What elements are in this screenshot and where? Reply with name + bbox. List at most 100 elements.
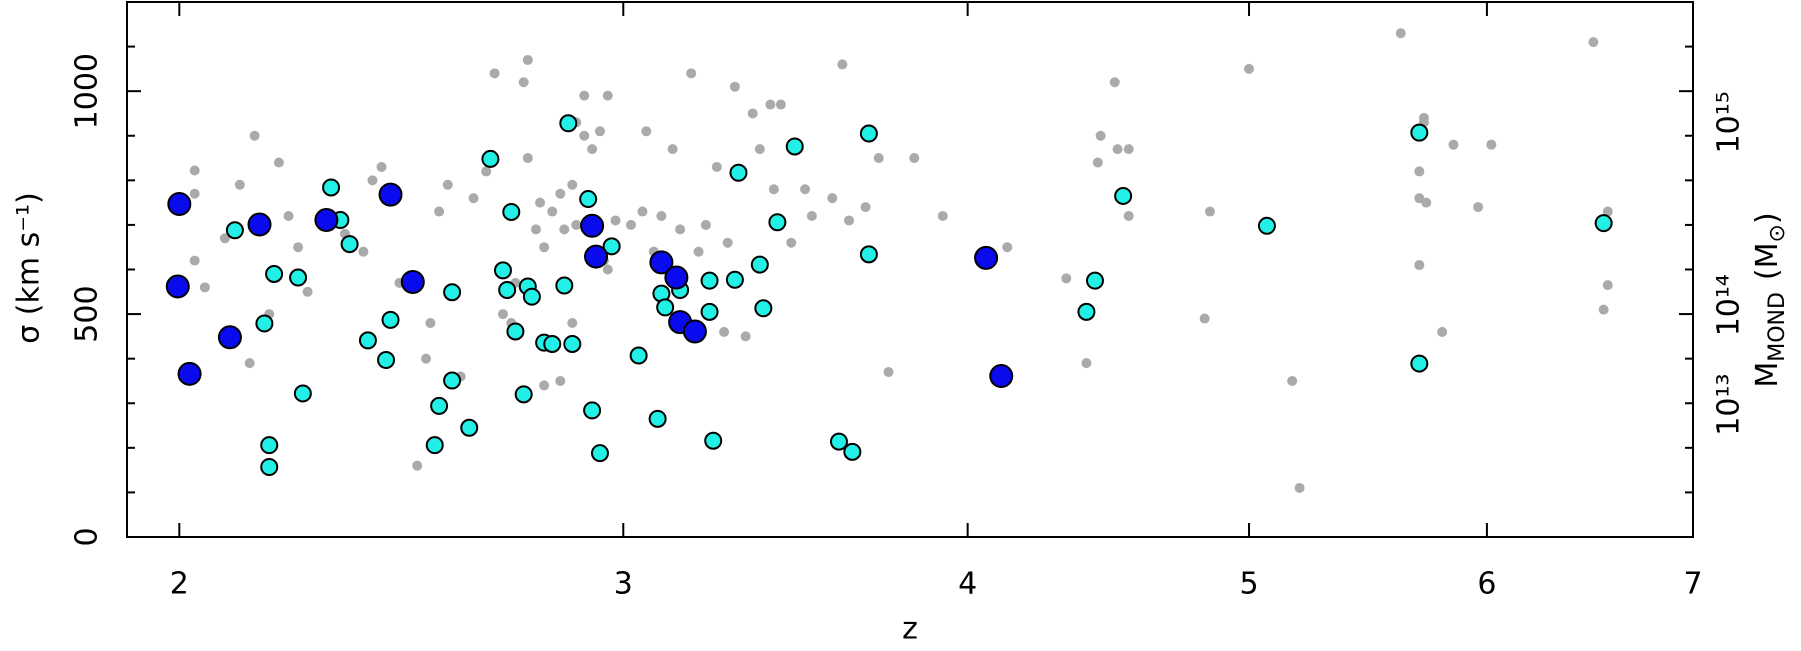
scatter-point [1414, 260, 1425, 271]
scatter-point [247, 212, 272, 237]
scatter-point [219, 233, 230, 244]
scatter-point [806, 211, 817, 221]
scatter-point [625, 219, 636, 230]
scatter-point [377, 351, 396, 370]
scatter-point [1486, 139, 1497, 150]
scatter-point [587, 144, 598, 155]
y-tick-label: 0 [70, 527, 105, 546]
scatter-point [700, 271, 719, 290]
scatter-point [750, 255, 769, 274]
scatter-point [314, 208, 339, 233]
scatter-point [559, 114, 578, 133]
scatter-point [719, 326, 730, 337]
scatter-point [704, 431, 723, 450]
y2-axis-label: MMOND (M⊙) [1750, 212, 1791, 387]
scatter-point [1588, 37, 1599, 48]
scatter-point [381, 310, 400, 329]
y2-label-symbol: M [1750, 362, 1785, 388]
scatter-point [610, 215, 621, 226]
scatter-point [649, 250, 674, 275]
scatter-point [567, 318, 578, 328]
scatter-point [442, 179, 453, 190]
scatter-point [859, 124, 878, 143]
scatter-point [506, 322, 525, 341]
scatter-point [293, 242, 304, 253]
scatter-point [909, 153, 920, 164]
scatter-point [1109, 77, 1120, 88]
scatter-point [700, 302, 719, 321]
plot-frame [126, 1, 1694, 538]
scatter-point [1112, 144, 1123, 155]
scatter-point [1602, 206, 1613, 217]
scatter-point [244, 358, 255, 369]
scatter-point [378, 182, 403, 207]
scatter-point [1002, 242, 1013, 253]
scatter-point [425, 318, 436, 328]
scatter-point [489, 68, 500, 79]
scatter-point [434, 206, 445, 217]
scatter-point [283, 211, 294, 221]
x-tick-label: 4 [958, 567, 977, 602]
scatter-point [602, 90, 613, 101]
y-tick-label: 1000 [70, 53, 105, 129]
y2-label-unit-subscript: ⊙ [1765, 224, 1790, 242]
scatter-point [481, 166, 492, 177]
scatter-point [217, 325, 242, 350]
scatter-point [260, 458, 279, 477]
scatter-point [629, 346, 648, 365]
scatter-point [358, 246, 369, 257]
scatter-point [539, 380, 550, 391]
scatter-point [547, 206, 558, 217]
scatter-point [775, 99, 786, 110]
y2-label-unit: (M [1750, 242, 1785, 280]
scatter-point [754, 144, 765, 155]
scatter-point [1085, 271, 1104, 290]
scatter-point [827, 193, 838, 204]
scatter-point [367, 175, 378, 186]
scatter-point [1114, 186, 1133, 205]
scatter-point [843, 442, 862, 461]
scatter-point [873, 153, 884, 164]
scatter-point [225, 221, 244, 240]
scatter-point [1414, 166, 1425, 177]
scatter-point [675, 224, 686, 235]
scatter-point [425, 436, 444, 455]
x-tick-label: 7 [1683, 567, 1702, 602]
scatter-point [1287, 375, 1298, 386]
scatter-point [443, 371, 462, 390]
scatter-point [1410, 123, 1429, 142]
scatter-point [740, 331, 751, 342]
scatter-point [468, 193, 479, 204]
scatter-point [430, 396, 449, 415]
scatter-point [754, 299, 773, 318]
scatter-point [1081, 358, 1092, 369]
scatter-point [583, 401, 602, 420]
scatter-point [535, 197, 546, 208]
scatter-point [412, 460, 423, 471]
y2-tick-label: 10¹⁵ [1712, 91, 1747, 153]
scatter-point [579, 190, 598, 209]
scatter-point [1095, 130, 1106, 141]
scatter-point [1123, 144, 1134, 155]
scatter-point [937, 211, 948, 221]
y-axis-label: σ (km s⁻¹) [12, 192, 47, 344]
scatter-point [594, 126, 605, 137]
scatter-point [648, 409, 667, 428]
scatter-point [686, 68, 697, 79]
scatter-point [567, 179, 578, 190]
scatter-point [1410, 354, 1429, 373]
scatter-point [579, 130, 590, 141]
scatter-point [637, 206, 648, 217]
scatter-point [518, 77, 529, 88]
scatter-point [322, 178, 341, 197]
scatter-point [167, 191, 192, 216]
scatter-point [1437, 326, 1448, 337]
scatter-point [555, 375, 566, 386]
x-tick-label: 5 [1239, 567, 1258, 602]
scatter-point [1092, 157, 1103, 168]
scatter-point [1448, 139, 1459, 150]
scatter-point [502, 202, 521, 221]
scatter-point [667, 144, 678, 155]
scatter-point [443, 283, 462, 302]
